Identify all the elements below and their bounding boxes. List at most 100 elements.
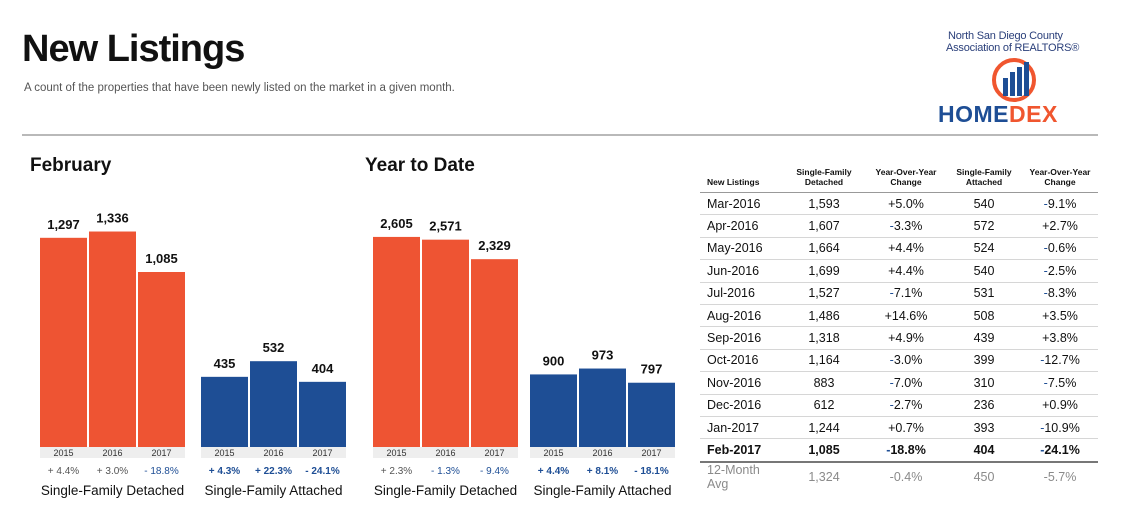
page-subtitle: A count of the properties that have been… bbox=[24, 82, 455, 94]
table-row: May-2016 1,664 +4.4% 524 -0.6% bbox=[700, 237, 1098, 261]
column-header: Year-Over-Year Change bbox=[1022, 160, 1098, 193]
table-cell: 1,607 bbox=[782, 214, 866, 238]
x-tick-label: 2015 bbox=[543, 448, 563, 458]
bar-2017 bbox=[628, 382, 675, 447]
negative-sign: - bbox=[1043, 263, 1048, 278]
negative-sign: - bbox=[1043, 241, 1048, 256]
bar-2017 bbox=[471, 259, 518, 447]
bar-value-label: 973 bbox=[592, 348, 614, 363]
x-tick-label: 2016 bbox=[102, 448, 122, 458]
logo-line-2: Association of REALTORS® bbox=[946, 42, 1080, 54]
table-cell: Oct-2016 bbox=[700, 349, 782, 373]
logo-wordmark: HOMEDEX bbox=[938, 101, 1058, 127]
bar-value-label: 2,329 bbox=[478, 238, 511, 253]
table-cell: 1,085 bbox=[782, 438, 866, 463]
negative-sign: - bbox=[889, 353, 894, 368]
table-row: Jul-2016 1,527 -7.1% 531 -8.3% bbox=[700, 282, 1098, 305]
table-cell: -18.8% bbox=[866, 438, 946, 463]
x-tick-label: 2016 bbox=[592, 448, 612, 458]
table-row: Aug-2016 1,486 +14.6% 508 +3.5% bbox=[700, 304, 1098, 328]
table-cell: Mar-2016 bbox=[700, 192, 782, 216]
table-cell: 1,699 bbox=[782, 259, 866, 283]
bar-2017 bbox=[299, 381, 346, 447]
logo-line-1: North San Diego County bbox=[948, 30, 1063, 42]
bar-2016 bbox=[89, 231, 136, 447]
x-tick-label: 2017 bbox=[312, 448, 332, 458]
negative-sign: - bbox=[1043, 196, 1048, 211]
bar-value-label: 2,571 bbox=[429, 219, 462, 234]
group-label: Single-Family Detached bbox=[374, 483, 517, 498]
table-cell: +14.6% bbox=[866, 304, 946, 328]
table-cell: 236 bbox=[946, 394, 1022, 417]
group-label: Single-Family Detached bbox=[41, 483, 184, 498]
x-tick-label: 2017 bbox=[484, 448, 504, 458]
x-tick-label: 2015 bbox=[386, 448, 406, 458]
negative-sign: - bbox=[889, 375, 894, 390]
table-cell: Nov-2016 bbox=[700, 371, 782, 395]
bar-2015 bbox=[40, 237, 87, 447]
axis-band bbox=[530, 447, 675, 458]
axis-band bbox=[40, 447, 185, 458]
table-cell: -24.1% bbox=[1022, 438, 1098, 463]
table-cell: Sep-2016 bbox=[700, 326, 782, 350]
table-cell: +4.9% bbox=[866, 326, 946, 350]
table-cell: -5.7% bbox=[1043, 469, 1077, 484]
table-cell: +4.4% bbox=[866, 237, 946, 261]
table-cell: -12.7% bbox=[1022, 349, 1098, 373]
table-cell: 1,244 bbox=[782, 416, 866, 440]
table-cell: Apr-2016 bbox=[700, 214, 782, 238]
group-label: Single-Family Attached bbox=[204, 483, 342, 498]
table-cell: 540 bbox=[946, 192, 1022, 216]
table-row: Mar-2016 1,593 +5.0% 540 -9.1% bbox=[700, 192, 1098, 216]
table-cell: 572 bbox=[946, 214, 1022, 238]
table-cell: -0.6% bbox=[1022, 237, 1098, 261]
yoy-change-label: + 4.4% bbox=[538, 466, 570, 477]
bar-2015 bbox=[530, 374, 577, 447]
yoy-change-label: + 22.3% bbox=[255, 466, 292, 477]
table-cell: +3.8% bbox=[1022, 326, 1098, 350]
table-cell: +0.9% bbox=[1022, 394, 1098, 417]
table-cell: Dec-2016 bbox=[700, 394, 782, 417]
table-cell: Feb-2017 bbox=[700, 438, 782, 463]
table-cell: 612 bbox=[782, 394, 866, 417]
table-cell: -7.1% bbox=[866, 282, 946, 305]
table-cell: 1,486 bbox=[782, 304, 866, 328]
table-row: Dec-2016 612 -2.7% 236 +0.9% bbox=[700, 394, 1098, 417]
yoy-change-label: - 18.8% bbox=[144, 466, 179, 477]
table-cell: 1,164 bbox=[782, 349, 866, 373]
yoy-change-label: + 2.3% bbox=[381, 466, 413, 477]
x-tick-label: 2016 bbox=[263, 448, 283, 458]
x-tick-label: 2016 bbox=[435, 448, 455, 458]
table-row: Jan-2017 1,244 +0.7% 393 -10.9% bbox=[700, 416, 1098, 440]
table-cell: 531 bbox=[946, 282, 1022, 305]
table-cell: +3.5% bbox=[1022, 304, 1098, 328]
header-divider bbox=[22, 134, 1098, 136]
table-cell: 540 bbox=[946, 259, 1022, 283]
table-cell: 399 bbox=[946, 349, 1022, 373]
axis-band bbox=[201, 447, 346, 458]
bar-2017 bbox=[138, 272, 185, 447]
table-cell: 1,593 bbox=[782, 192, 866, 216]
yoy-change-label: - 24.1% bbox=[305, 466, 340, 477]
yoy-change-label: + 3.0% bbox=[97, 466, 129, 477]
x-tick-label: 2015 bbox=[214, 448, 234, 458]
column-header: New Listings bbox=[700, 160, 782, 193]
monthly-listings-table: New Listings Single-Family Detached Year-O… bbox=[700, 160, 1098, 491]
homedex-logo: North San Diego County Association of RE… bbox=[920, 28, 1110, 128]
group-label: Single-Family Attached bbox=[533, 483, 671, 498]
x-tick-label: 2017 bbox=[641, 448, 661, 458]
table-row: Feb-2017 1,085 -18.8% 404 -24.1% bbox=[700, 438, 1098, 463]
table-cell: -10.9% bbox=[1022, 416, 1098, 440]
table-cell: -3.3% bbox=[866, 214, 946, 238]
bar-value-label: 1,297 bbox=[47, 217, 80, 232]
table-cell: Aug-2016 bbox=[700, 304, 782, 328]
yoy-change-label: + 4.4% bbox=[48, 466, 80, 477]
table-cell: 508 bbox=[946, 304, 1022, 328]
bar-value-label: 1,085 bbox=[145, 251, 178, 266]
yoy-change-label: - 9.4% bbox=[480, 466, 509, 477]
table-cell: 393 bbox=[946, 416, 1022, 440]
negative-sign: - bbox=[1043, 375, 1048, 390]
page-title: New Listings bbox=[22, 28, 245, 70]
table-row: Nov-2016 883 -7.0% 310 -7.5% bbox=[700, 371, 1098, 395]
yoy-change-label: + 4.3% bbox=[209, 466, 241, 477]
